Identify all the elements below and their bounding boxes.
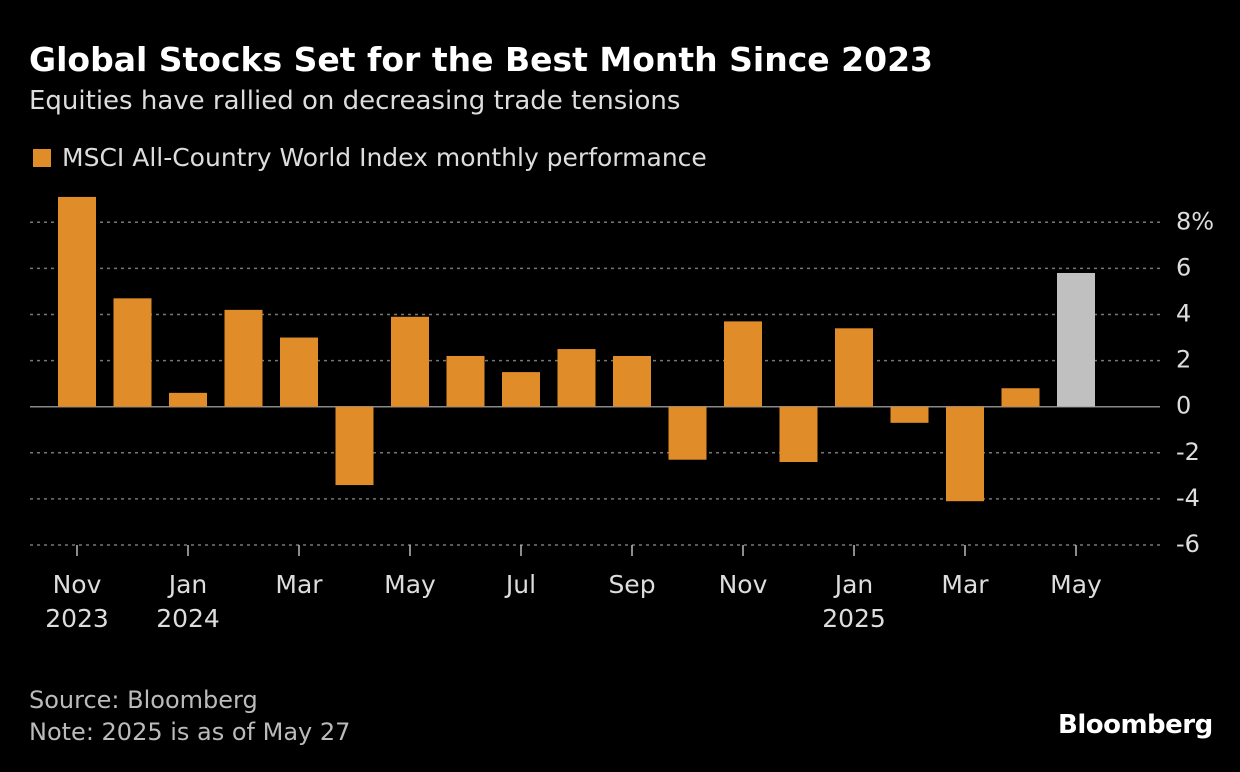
bar [946,406,984,502]
x-tick-label: May [1050,570,1102,599]
note: Note: 2025 is as of May 27 [29,718,351,746]
y-tick-label: -4 [1176,484,1200,512]
bar [668,406,707,460]
legend-label: MSCI All-Country World Index monthly per… [62,143,707,172]
bar [446,355,485,407]
x-tick-label: Mar [275,570,323,599]
bar [335,406,374,486]
y-tick-label: -6 [1176,530,1200,558]
y-tick-label: 8% [1176,207,1214,235]
bar [724,321,762,407]
bar [113,298,152,407]
bar [890,406,929,423]
bar [169,392,207,407]
bar [58,196,96,407]
bar [1001,388,1040,407]
x-tick-label: Nov [718,570,768,599]
y-tick-label: -2 [1176,438,1200,466]
chart-subtitle: Equities have rallied on decreasing trad… [29,86,681,116]
legend-swatch [33,149,51,167]
source: Source: Bloomberg [29,686,258,714]
brand-logo: Bloomberg [1058,710,1213,740]
bar [557,349,596,407]
bar [224,309,263,407]
x-tick-label: Sep [608,570,656,599]
bar [835,328,873,407]
bar [779,406,818,463]
bar [613,355,651,407]
x-tick-label: Mar [941,570,989,599]
y-tick-label: 2 [1176,346,1191,374]
bar [280,337,318,407]
bar [502,372,540,407]
x-tick-label: May [384,570,436,599]
bar [1057,272,1095,407]
x-tick-label: Jan 2024 [156,570,220,633]
y-tick-label: 4 [1176,299,1191,327]
y-tick-label: 0 [1176,392,1191,420]
y-tick-label: 6 [1176,253,1191,281]
x-tick-label: Nov 2023 [45,570,109,633]
bar [391,316,429,407]
chart-title: Global Stocks Set for the Best Month Sin… [29,40,934,79]
x-tick-label: Jul [505,570,537,599]
x-tick-label: Jan 2025 [822,570,886,633]
